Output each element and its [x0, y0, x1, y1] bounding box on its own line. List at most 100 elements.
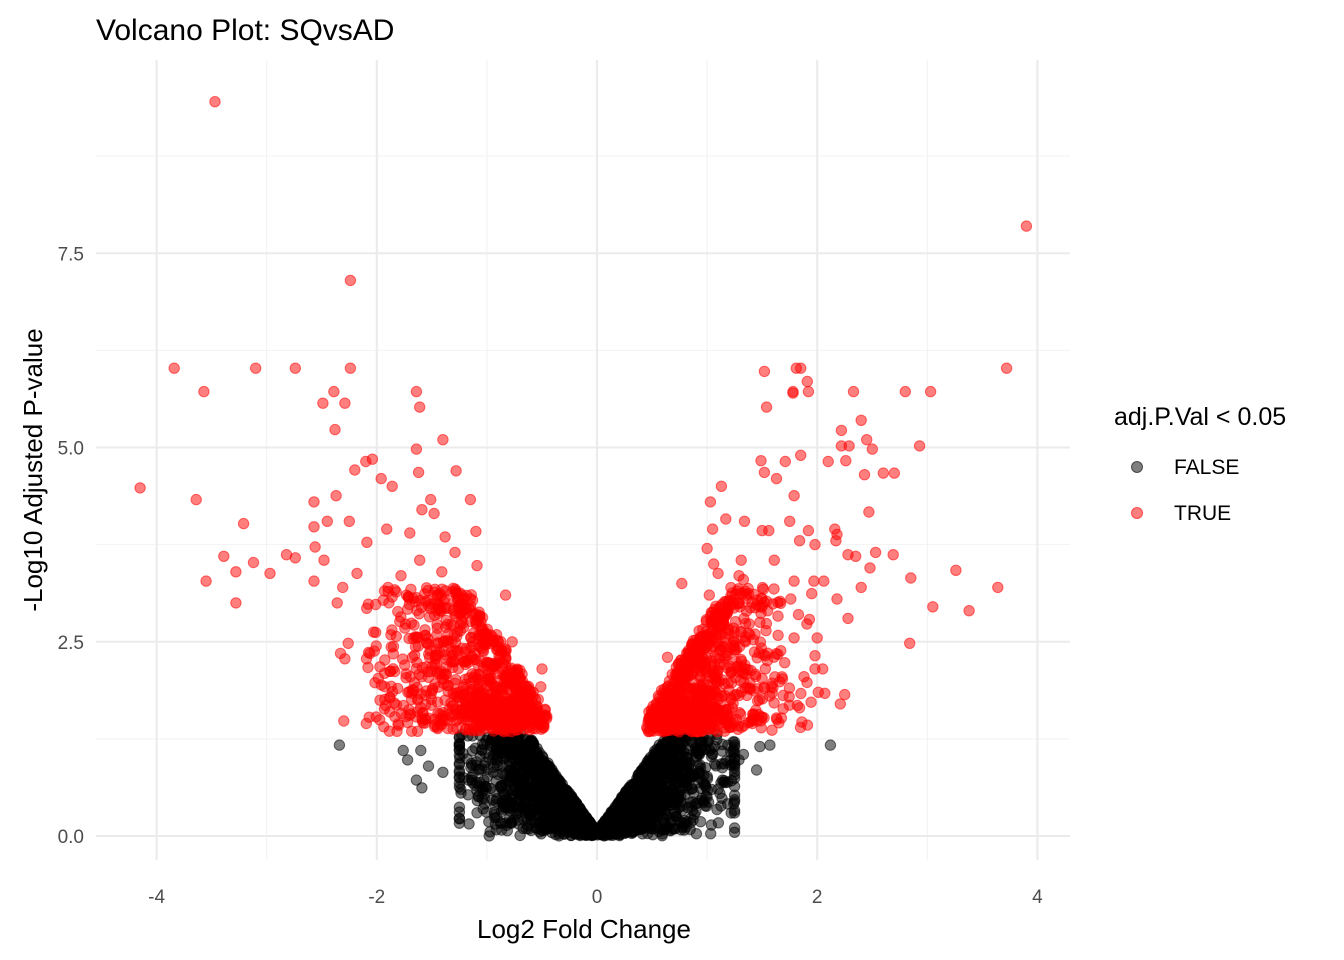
data-point-true: [522, 701, 534, 713]
data-point-true: [375, 472, 387, 485]
data-point-true: [475, 709, 488, 722]
data-point-false: [474, 750, 486, 762]
data-point-true: [869, 546, 882, 559]
data-point-true: [674, 699, 687, 711]
data-point-true: [230, 597, 242, 609]
data-point-true: [289, 362, 301, 374]
data-point-true: [779, 657, 791, 669]
data-point-true: [247, 556, 260, 569]
data-point-false: [627, 824, 639, 836]
data-point-true: [434, 646, 446, 658]
data-point-true: [806, 587, 818, 600]
data-point-false: [333, 739, 346, 751]
data-point-true: [858, 469, 871, 481]
data-point-true: [775, 645, 787, 657]
data-point-true: [339, 397, 351, 409]
data-point-true: [374, 661, 386, 673]
x-tick-label: 4: [1032, 887, 1043, 908]
data-point-true: [705, 643, 718, 655]
data-point-true: [450, 465, 462, 477]
data-point-true: [840, 455, 852, 467]
data-point-true: [250, 362, 262, 374]
data-point-true: [481, 623, 493, 635]
data-point-true: [720, 646, 732, 659]
data-point-true: [383, 597, 395, 609]
data-point-true: [397, 653, 409, 665]
data-point-true: [877, 467, 889, 479]
data-point-true: [370, 626, 382, 639]
data-point-true: [343, 515, 355, 527]
data-point-true: [506, 636, 518, 648]
data-point-true: [457, 653, 470, 665]
data-point-true: [420, 582, 433, 594]
data-point-true: [905, 572, 917, 584]
data-point-true: [308, 521, 320, 533]
data-point-false: [643, 766, 655, 778]
data-point-true: [339, 653, 351, 665]
data-point-true: [793, 535, 806, 547]
data-point-true: [473, 606, 485, 618]
data-point-false: [635, 803, 647, 815]
data-point-true: [708, 704, 720, 716]
data-point-true: [410, 385, 423, 398]
data-point-true: [423, 611, 436, 623]
data-point-true: [843, 440, 855, 452]
data-point-false: [526, 735, 538, 747]
data-point-false: [711, 803, 723, 816]
data-point-true: [763, 524, 775, 537]
data-point-false: [613, 828, 626, 840]
data-point-true: [459, 693, 471, 705]
data-point-true: [809, 538, 821, 551]
data-point-true: [788, 632, 800, 644]
data-point-true: [372, 672, 384, 684]
data-point-true: [321, 515, 333, 527]
data-point-true: [724, 692, 737, 704]
data-point-false: [701, 773, 714, 785]
data-point-true: [502, 670, 514, 682]
data-point-true: [390, 630, 402, 643]
chart-title: Volcano Plot: SQvsAD: [96, 14, 394, 47]
data-point-true: [330, 490, 342, 502]
data-point-false: [504, 763, 517, 775]
data-point-false: [683, 783, 695, 795]
data-point-false: [570, 827, 582, 839]
data-point-true: [689, 704, 701, 716]
data-point-true: [688, 642, 700, 654]
data-point-true: [768, 554, 780, 566]
data-point-true: [724, 712, 736, 724]
data-point-false: [491, 793, 503, 805]
data-point-true: [318, 554, 330, 566]
data-point-false: [705, 819, 718, 831]
data-point-true: [436, 672, 448, 685]
data-point-true: [328, 385, 340, 398]
data-point-true: [432, 602, 444, 615]
data-point-false: [824, 739, 837, 751]
data-point-true: [466, 668, 479, 680]
data-point-true: [329, 423, 341, 436]
data-point-true: [809, 650, 821, 662]
data-point-true: [924, 385, 937, 398]
data-point-true: [470, 719, 482, 732]
data-point-true: [759, 650, 772, 662]
data-point-true: [666, 668, 678, 681]
data-point-true: [992, 581, 1004, 594]
data-point-false: [764, 739, 776, 751]
data-point-true: [309, 541, 321, 553]
data-point-false: [479, 787, 491, 799]
data-point-true: [678, 709, 690, 722]
data-point-false: [525, 824, 537, 837]
data-point-true: [317, 397, 329, 409]
data-point-true: [649, 710, 661, 722]
data-point-true: [802, 524, 815, 537]
data-point-true: [464, 493, 477, 506]
data-point-true: [414, 401, 426, 413]
data-point-true: [733, 597, 745, 609]
data-point-true: [661, 651, 674, 663]
data-point-true: [447, 723, 459, 735]
data-point-true: [351, 567, 363, 580]
data-point-true: [416, 504, 428, 516]
data-point-true: [734, 626, 747, 638]
data-point-false: [648, 811, 660, 823]
data-point-true: [788, 490, 800, 502]
